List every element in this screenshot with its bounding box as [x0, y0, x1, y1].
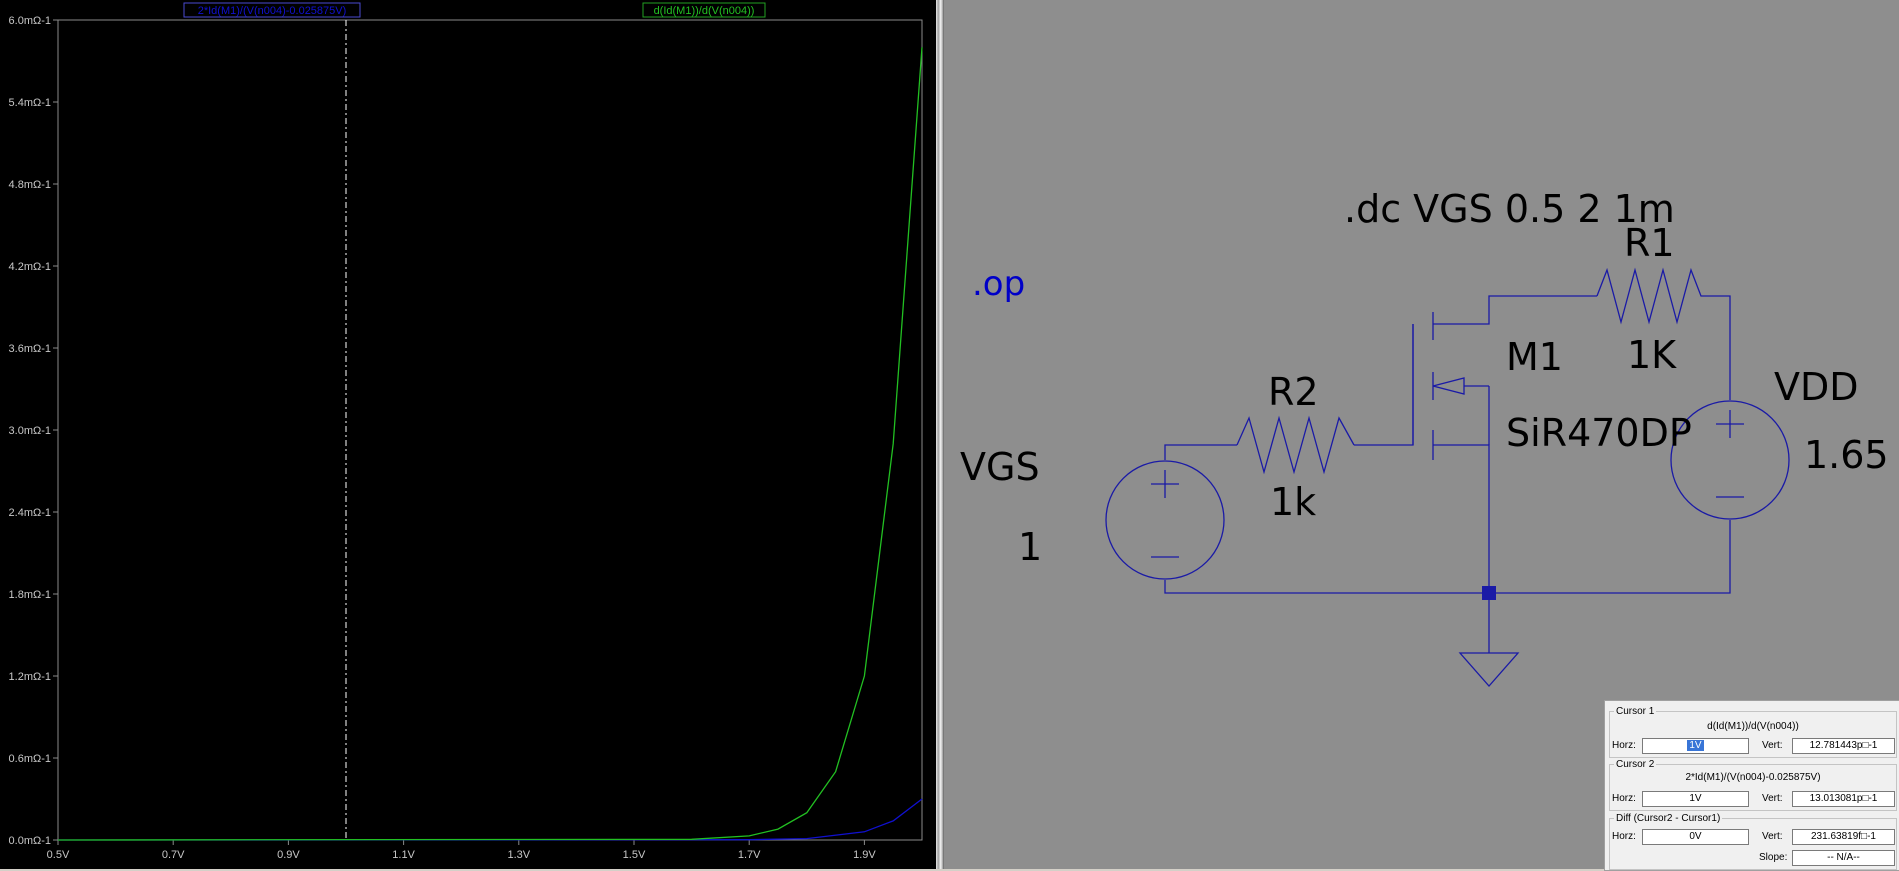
y-tick-label: 6.0mΩ-1 [9, 15, 51, 27]
cursor-readout-panel: Cursor 1 d(Id(M1))/d(V(n004)) Horz: 1V V… [1604, 700, 1899, 871]
cursor-2-group: Cursor 2 2*Id(M1)/(V(n004)-0.025875V) Ho… [1609, 759, 1897, 811]
vgs-voltage-source[interactable] [1105, 460, 1225, 580]
cursor-1-group: Cursor 1 d(Id(M1))/d(V(n004)) Horz: 1V V… [1609, 706, 1897, 758]
slope-label: Slope: [1759, 852, 1788, 863]
r1-name-label[interactable]: R1 [1624, 221, 1675, 265]
cursor-2-vert-label: Vert: [1762, 793, 1783, 804]
diff-horz-field[interactable]: 0V [1642, 829, 1749, 845]
cursor-1-horz-field[interactable]: 1V [1642, 738, 1749, 754]
diff-vert-field[interactable]: 231.63819f□-1 [1792, 829, 1895, 845]
cursor-1-horz-label: Horz: [1612, 740, 1636, 751]
vgs-value-label[interactable]: 1 [1018, 525, 1042, 569]
waveform-plot-pane[interactable]: 6.0mΩ-1 5.4mΩ-1 4.8mΩ-1 4.2mΩ-1 3.6mΩ-1 3.0mΩ… [0, 0, 938, 869]
diff-group: Diff (Cursor2 - Cursor1) Horz: 0V Vert: … [1609, 813, 1897, 870]
r2-value-label[interactable]: 1k [1270, 480, 1316, 524]
m1-name-label[interactable]: M1 [1506, 335, 1563, 379]
diff-horz-label: Horz: [1612, 831, 1636, 842]
vdd-voltage-source[interactable] [1670, 400, 1790, 520]
plot-frame [57, 19, 923, 841]
r1-resistor[interactable] [1596, 267, 1711, 325]
vdd-name-label[interactable]: VDD [1774, 365, 1859, 409]
m1-mosfet[interactable] [1412, 312, 1490, 460]
series-line-1[interactable] [57, 798, 923, 841]
schematic-canvas[interactable]: .dc VGS 0.5 2 1m .op R1 1K R2 1k M1 SiR4… [944, 0, 1899, 869]
series-line-2[interactable] [57, 47, 923, 841]
cursor-2-trace: 2*Id(M1)/(V(n004)-0.025875V) [1685, 772, 1821, 783]
y-tick-label: 4.2mΩ-1 [9, 261, 51, 273]
y-tick-label: 5.4mΩ-1 [9, 97, 51, 109]
x-tick-label: 1.7V [738, 849, 761, 861]
x-tick-label: 1.5V [623, 849, 646, 861]
y-tick-label: 0.0mΩ-1 [9, 835, 51, 847]
diff-title: Diff (Cursor2 - Cursor1) [1614, 813, 1723, 824]
trace-label-1[interactable]: 2*Id(M1)/(V(n004)-0.025875V) [198, 5, 347, 17]
dc-sweep-directive[interactable]: .dc VGS 0.5 2 1m [1344, 187, 1675, 231]
slope-field[interactable]: -- N/A-- [1792, 850, 1895, 866]
waveform-plot[interactable]: 6.0mΩ-1 5.4mΩ-1 4.8mΩ-1 4.2mΩ-1 3.6mΩ-1 3.0mΩ… [0, 0, 936, 869]
r1-value-label[interactable]: 1K [1627, 333, 1677, 377]
y-tick-label: 3.0mΩ-1 [9, 425, 51, 437]
r2-name-label[interactable]: R2 [1268, 370, 1319, 414]
x-tick-label: 1.1V [392, 849, 415, 861]
trace-label-2[interactable]: d(Id(M1))/d(V(n004)) [654, 5, 755, 17]
vdd-value-label[interactable]: 1.65 [1804, 433, 1889, 477]
op-directive[interactable]: .op [972, 264, 1025, 304]
cursor-2-title: Cursor 2 [1614, 759, 1657, 770]
diff-vert-label: Vert: [1762, 831, 1783, 842]
r2-resistor[interactable] [1236, 415, 1355, 475]
pane-splitter[interactable] [936, 0, 943, 869]
x-tick-label: 1.3V [507, 849, 530, 861]
cursor-2-horz-field[interactable]: 1V [1642, 791, 1749, 807]
y-tick-label: 1.2mΩ-1 [9, 671, 51, 683]
x-tick-label: 0.9V [277, 849, 300, 861]
cursor-1-vert-field[interactable]: 12.781443p□-1 [1792, 738, 1895, 754]
y-tick-label: 3.6mΩ-1 [9, 343, 51, 355]
trace-label-1-box [183, 2, 361, 18]
y-tick-label: 2.4mΩ-1 [9, 507, 51, 519]
cursor-1-trace: d(Id(M1))/d(V(n004)) [1707, 721, 1799, 732]
cursor-2-horz-label: Horz: [1612, 793, 1636, 804]
y-tick-label: 0.6mΩ-1 [9, 753, 51, 765]
y-tick-label: 1.8mΩ-1 [9, 589, 51, 601]
cursor-2-vert-field[interactable]: 13.013081p□-1 [1792, 791, 1895, 807]
m1-model-label[interactable]: SiR470DP [1506, 411, 1692, 455]
x-tick-label: 1.9V [853, 849, 876, 861]
cursor-1-vert-label: Vert: [1762, 740, 1783, 751]
y-tick-label: 4.8mΩ-1 [9, 179, 51, 191]
x-tick-label: 0.5V [47, 849, 70, 861]
trace-label-2-box [642, 2, 766, 18]
junction-dot [1482, 586, 1496, 600]
vgs-name-label[interactable]: VGS [960, 445, 1040, 489]
x-tick-label: 0.7V [162, 849, 185, 861]
ground-icon[interactable] [1458, 652, 1520, 687]
cursor-1-title: Cursor 1 [1614, 706, 1657, 717]
